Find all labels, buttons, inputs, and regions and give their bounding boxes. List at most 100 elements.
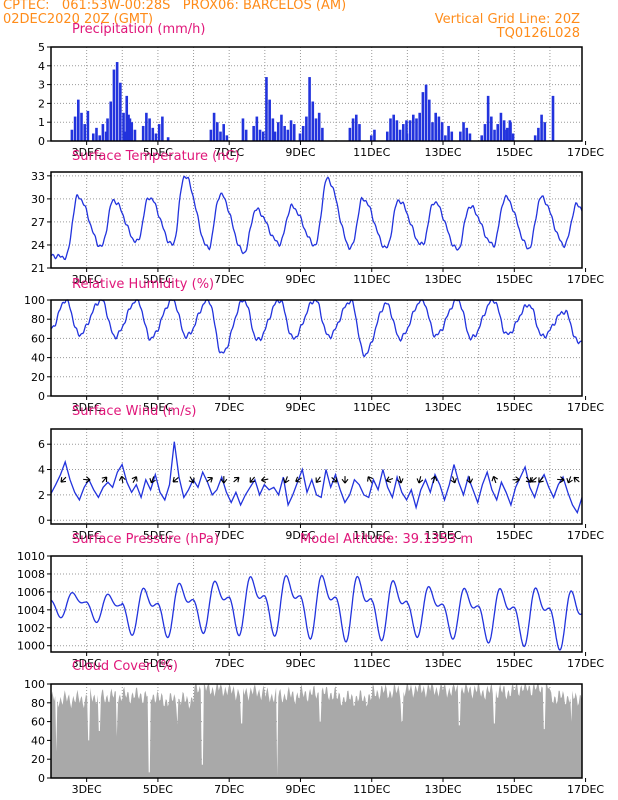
precip-bar (437, 129, 441, 141)
precip-bar (543, 122, 547, 141)
precip-bar (354, 114, 358, 141)
wind-direction-arrow (566, 476, 573, 484)
precip-bar (483, 124, 487, 141)
panel-border (50, 299, 583, 397)
x-tick-label: 17DEC (567, 146, 604, 159)
precip-bar (401, 124, 405, 141)
x-tick-label: 11DEC (353, 783, 390, 796)
x-tick-label: 7DEC (214, 657, 244, 670)
precip-bar (398, 129, 402, 141)
precip-bar (308, 77, 311, 141)
precip-bar (369, 135, 373, 141)
precip-bar (73, 116, 77, 141)
precip-bar (212, 112, 216, 141)
precip-bar (215, 122, 219, 141)
x-tick-label: 7DEC (214, 529, 244, 542)
precip-bar (70, 129, 74, 141)
precip-bar (151, 127, 155, 141)
x-tick-label: 15DEC (496, 529, 533, 542)
precip-bar (154, 133, 158, 141)
precip-bar (440, 122, 444, 141)
precip-bar (124, 131, 127, 141)
precip-bar (411, 114, 415, 141)
wind-direction-arrow (131, 476, 138, 483)
precip-bar (276, 122, 280, 141)
x-tick-label: 17DEC (567, 401, 604, 414)
precip-bar (421, 92, 425, 141)
wind-direction-arrow (512, 476, 520, 484)
y-tick-label: 6 (38, 438, 45, 451)
precip-bar (258, 129, 262, 141)
panel-border (50, 171, 583, 269)
precip-bar (321, 127, 324, 141)
precip-bar (148, 118, 151, 141)
x-tick-label: 13DEC (424, 529, 461, 542)
wind-direction-arrow (249, 476, 256, 483)
precip-bar (496, 124, 500, 141)
precip-bar (434, 112, 437, 141)
x-tick-label: 9DEC (285, 783, 315, 796)
precip-bar (283, 125, 286, 141)
x-tick-label: 15DEC (496, 146, 533, 159)
y-tick-label: 80 (31, 313, 45, 326)
precip-bar (468, 133, 472, 141)
panel-title: Surface Temperature (nC) (72, 149, 240, 164)
precip-bar (551, 95, 555, 141)
precip-bar (305, 116, 308, 141)
precip-bar (286, 129, 290, 141)
x-tick-label: 9DEC (285, 529, 315, 542)
precip-bar (166, 137, 170, 141)
wind-direction-arrow (149, 476, 156, 484)
precip-bar (157, 124, 161, 141)
panel-title: Relative Humidity (%) (72, 277, 214, 292)
x-tick-label: 5DEC (143, 657, 173, 670)
precip-bar (415, 118, 418, 141)
wind-direction-arrow (101, 476, 108, 483)
y-tick-label: 60 (31, 716, 45, 729)
y-tick-label: 0 (38, 514, 45, 527)
wind-direction-arrow (491, 475, 498, 484)
precip-bar (109, 101, 113, 141)
wind-direction-arrow (466, 476, 474, 484)
precip-bar (125, 95, 129, 141)
precip-bar (431, 122, 434, 141)
precip-bar (373, 129, 376, 141)
x-tick-label: 13DEC (424, 783, 461, 796)
y-tick-label: 27 (31, 216, 45, 229)
y-tick-label: 4 (38, 464, 45, 477)
wind-direction-arrow (331, 476, 338, 483)
y-tick-label: 0 (38, 772, 45, 785)
precip-bar (424, 84, 428, 141)
x-tick-label: 17DEC (567, 529, 604, 542)
x-tick-label: 11DEC (353, 146, 390, 159)
header-station: CPTEC: 061:53W-00:28S PROX06: BARCELOS (… (3, 0, 347, 13)
x-tick-label: 7DEC (214, 401, 244, 414)
x-tick-label: 3DEC (72, 401, 102, 414)
panel-title: Surface Wind (m/s) (72, 404, 196, 419)
precip-bar (98, 135, 101, 141)
wind-direction-arrow (233, 476, 240, 483)
precip-bar (161, 116, 164, 141)
y-tick-label: 4 (38, 60, 45, 73)
precip-bar (141, 125, 145, 141)
precip-bar (222, 124, 225, 141)
precip-bar (112, 69, 116, 141)
y-tick-label: 30 (31, 193, 45, 206)
precip-bar (486, 95, 490, 141)
precip-bar (241, 118, 245, 141)
precip-bar (298, 133, 302, 141)
y-tick-label: 0 (38, 135, 45, 148)
wind-direction-arrow (396, 476, 404, 484)
x-tick-label: 15DEC (496, 783, 533, 796)
cloud-cover-area (51, 684, 582, 778)
precip-bar (408, 120, 412, 141)
precip-bar (86, 110, 90, 141)
precip-bar (444, 135, 447, 141)
precip-bar (252, 125, 255, 141)
precip-bar (95, 127, 98, 141)
x-tick-label: 9DEC (285, 146, 315, 159)
precip-bar (80, 112, 83, 141)
x-tick-label: 11DEC (353, 657, 390, 670)
wind-direction-arrow (367, 476, 374, 483)
